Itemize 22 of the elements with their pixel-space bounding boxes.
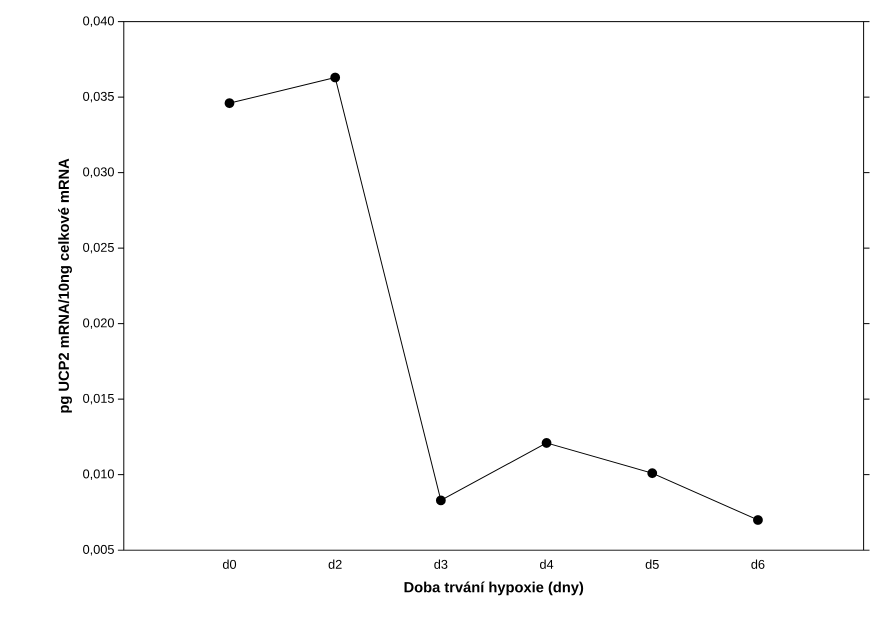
x-tick-label: d2 (328, 560, 342, 570)
point (542, 438, 552, 448)
x-axis-title: Doba trvání hypoxie (dny) (404, 582, 584, 596)
x-tick-label: d4 (540, 560, 554, 570)
point (753, 515, 763, 526)
x-tick-label: d0 (222, 560, 236, 570)
x-tick-label: d3 (434, 560, 448, 570)
y-tick-label: 0,005 (83, 545, 114, 556)
point (647, 468, 658, 478)
y-tick-label: 0,015 (83, 394, 114, 405)
y-tick-label: 0,020 (83, 318, 114, 330)
y-tick-label: 0,025 (83, 243, 114, 254)
y-tick-label: 0,040 (83, 16, 114, 28)
y-tick-label: 0,035 (83, 92, 114, 103)
x-tick-label: d5 (646, 560, 659, 570)
point (330, 72, 340, 83)
y-axis-title: pg UCP2 mRNA/10ng celkové mRNA (58, 158, 72, 413)
y-tick-label: 0,010 (83, 470, 114, 480)
point (436, 496, 446, 506)
point (224, 98, 234, 108)
y-tick-label: 0,030 (83, 168, 114, 178)
x-tick-label: d6 (751, 560, 764, 570)
